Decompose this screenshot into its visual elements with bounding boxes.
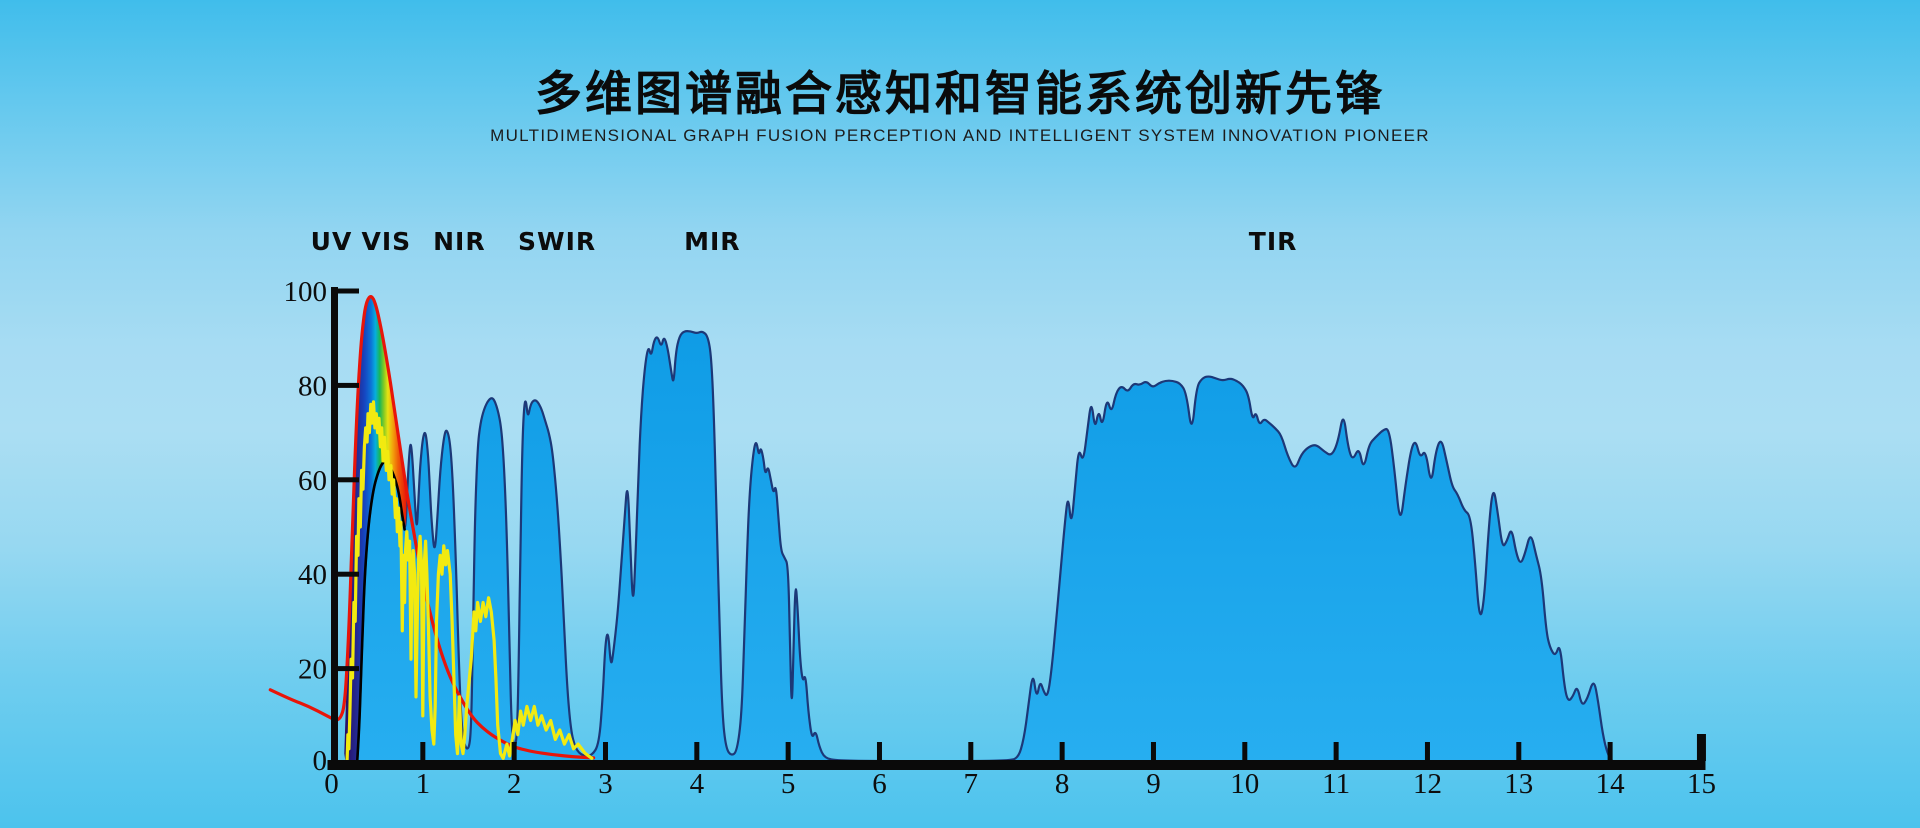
x-tick-11 [1333, 742, 1339, 760]
x-tick-4 [694, 742, 700, 760]
x-tick-label-15: 15 [1687, 768, 1716, 800]
x-tick-label-10: 10 [1230, 768, 1259, 800]
y-tick-label-100: 100 [284, 276, 328, 308]
transmission-area-outline [356, 330, 1613, 764]
x-tick-label-7: 7 [964, 768, 979, 800]
band-label-nir: NIR [433, 227, 485, 256]
y-axis-line [331, 287, 338, 770]
x-tick-label-5: 5 [781, 768, 796, 800]
x-tick-label-3: 3 [598, 768, 613, 800]
x-tick-label-4: 4 [690, 768, 705, 800]
x-tick-7 [968, 742, 974, 760]
transmission-area-fill [357, 331, 1612, 763]
x-tick-14 [1607, 742, 1613, 760]
band-label-vis: VIS [361, 227, 411, 256]
band-label-tir: TIR [1249, 227, 1298, 256]
x-tick-5 [785, 742, 791, 760]
x-tick-9 [1150, 742, 1156, 760]
y-tick-80 [338, 382, 359, 388]
band-label-mir: MIR [684, 227, 740, 256]
y-tick-label-40: 40 [298, 559, 327, 591]
y-tick-label-80: 80 [298, 370, 327, 402]
y-tick-label-0: 0 [313, 745, 328, 777]
y-tick-label-20: 20 [298, 654, 327, 686]
x-tick-12 [1424, 742, 1430, 760]
x-tick-8 [1059, 742, 1065, 760]
page-subtitle: MULTIDIMENSIONAL GRAPH FUSION PERCEPTION… [490, 126, 1430, 145]
y-tick-100 [338, 288, 359, 294]
y-tick-label-60: 60 [298, 465, 327, 497]
x-axis-end-cap [1696, 734, 1706, 761]
x-tick-1 [420, 742, 426, 760]
x-tick-6 [876, 742, 882, 760]
x-axis-line [327, 760, 1706, 770]
x-tick-label-2: 2 [507, 768, 522, 800]
y-tick-40 [338, 571, 359, 577]
blackbody-envelope-red [268, 295, 596, 760]
band-label-uv: UV [311, 227, 353, 256]
x-tick-label-9: 9 [1146, 768, 1161, 800]
band-label-swir: SWIR [518, 227, 596, 256]
x-tick-13 [1516, 742, 1522, 760]
y-tick-60 [338, 477, 359, 483]
x-tick-label-13: 13 [1504, 768, 1533, 800]
x-tick-label-0: 0 [324, 768, 339, 800]
page-title: 多维图谱融合感知和智能系统创新先锋 [535, 67, 1385, 120]
y-tick-20 [338, 666, 359, 672]
x-tick-label-12: 12 [1413, 768, 1442, 800]
x-tick-label-6: 6 [872, 768, 887, 800]
x-tick-2 [511, 742, 517, 760]
blackbody-dome-outline [355, 460, 406, 765]
x-tick-label-1: 1 [416, 768, 431, 800]
x-tick-10 [1242, 742, 1248, 760]
x-tick-label-14: 14 [1596, 768, 1626, 800]
x-tick-label-8: 8 [1055, 768, 1070, 800]
x-tick-3 [602, 742, 608, 760]
solar-irradiance-yellow [345, 400, 594, 765]
rainbow-spectrum-region [344, 296, 407, 763]
x-tick-label-11: 11 [1322, 768, 1350, 800]
